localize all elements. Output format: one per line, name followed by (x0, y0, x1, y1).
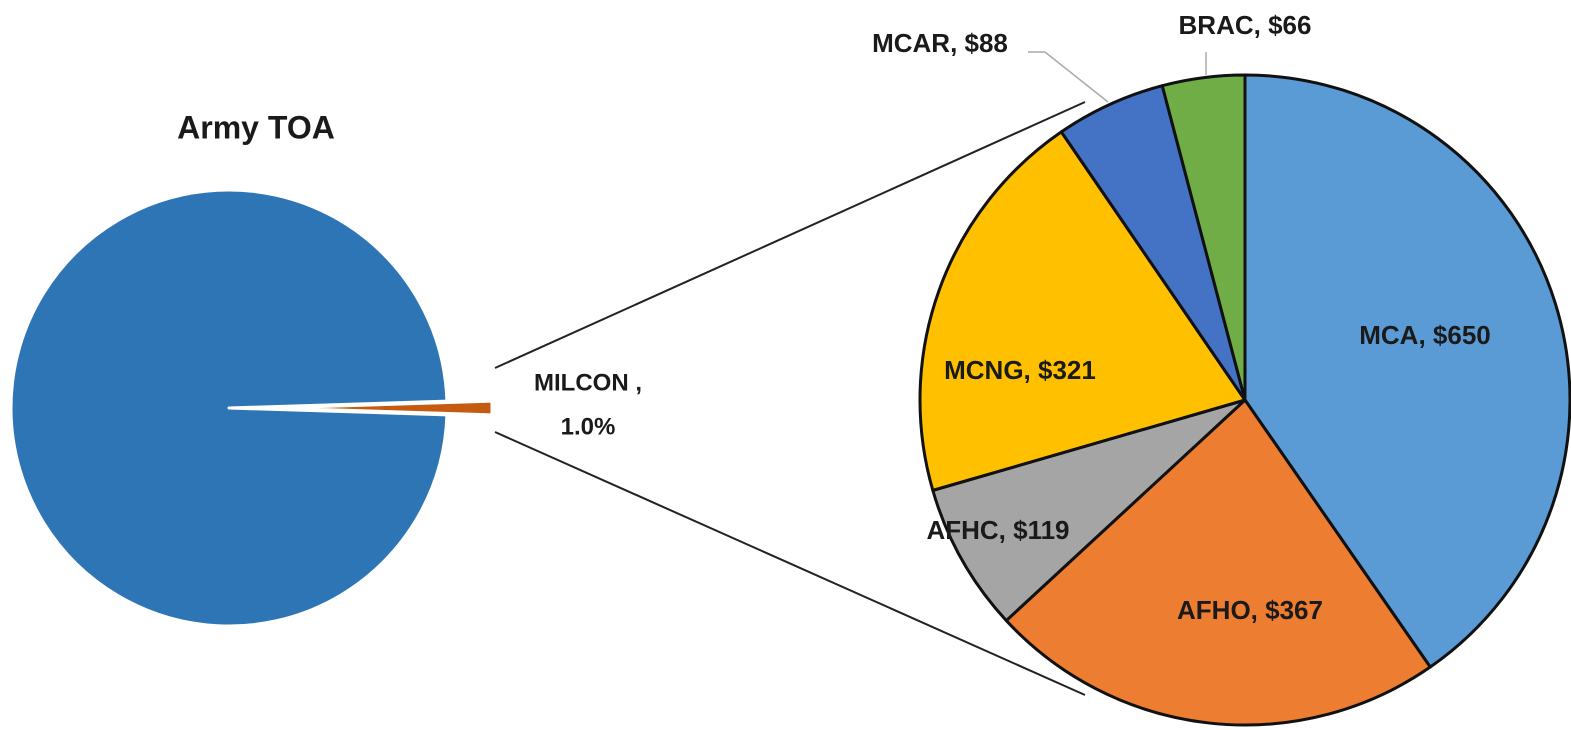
data-label: AFHO, $367 (1177, 595, 1323, 625)
data-label: BRAC, $66 (1179, 10, 1312, 40)
data-label: MILCON , (534, 369, 642, 396)
pie-slice (918, 130, 1247, 492)
leader-line (1028, 51, 1109, 103)
data-label: AFHC, $119 (926, 515, 1069, 545)
connector-line (494, 101, 1086, 369)
chart-title: Army TOA (177, 109, 335, 145)
pie-slice (1004, 398, 1432, 727)
pie-slice (1243, 73, 1571, 669)
data-label: 1.0% (561, 413, 616, 440)
data-label: MCA, $650 (1359, 320, 1491, 350)
pie-slice (931, 398, 1247, 623)
data-label: MCAR, $88 (872, 28, 1008, 58)
connector-line (494, 431, 1086, 696)
pie-slice (1160, 73, 1247, 402)
data-label: MCNG, $321 (944, 355, 1096, 385)
pie-slice (272, 399, 494, 417)
pie-slice (9, 188, 449, 628)
